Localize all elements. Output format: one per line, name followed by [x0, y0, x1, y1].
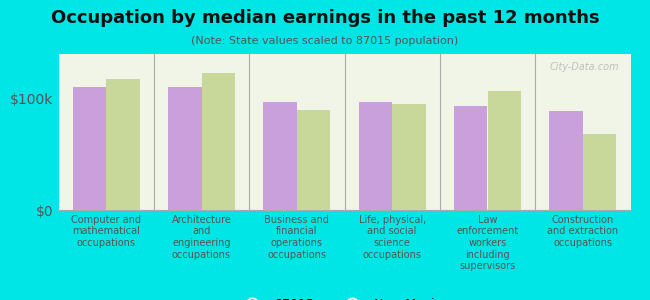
Bar	[106, 79, 140, 210]
Legend: 87015, New Mexico: 87015, New Mexico	[235, 293, 454, 300]
Text: City-Data.com: City-Data.com	[549, 62, 619, 72]
Bar	[202, 73, 235, 210]
Bar	[73, 87, 106, 210]
Bar	[297, 110, 330, 210]
Text: (Note: State values scaled to 87015 population): (Note: State values scaled to 87015 popu…	[191, 36, 459, 46]
Bar	[488, 91, 521, 210]
Bar	[168, 87, 202, 210]
Bar	[359, 102, 392, 210]
Text: Occupation by median earnings in the past 12 months: Occupation by median earnings in the pas…	[51, 9, 599, 27]
Bar	[549, 111, 583, 210]
Bar	[583, 134, 616, 210]
Bar	[263, 102, 297, 210]
Bar	[392, 104, 426, 210]
Bar	[454, 106, 488, 210]
